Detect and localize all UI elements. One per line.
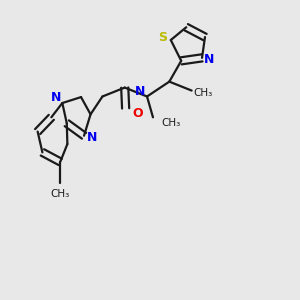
Text: N: N [135, 85, 145, 98]
Text: CH₃: CH₃ [194, 88, 213, 98]
Text: O: O [132, 107, 143, 120]
Text: CH₃: CH₃ [161, 118, 181, 128]
Text: CH₃: CH₃ [51, 189, 70, 199]
Text: N: N [204, 53, 214, 66]
Text: N: N [87, 131, 97, 144]
Text: S: S [158, 31, 167, 44]
Text: N: N [51, 91, 61, 104]
